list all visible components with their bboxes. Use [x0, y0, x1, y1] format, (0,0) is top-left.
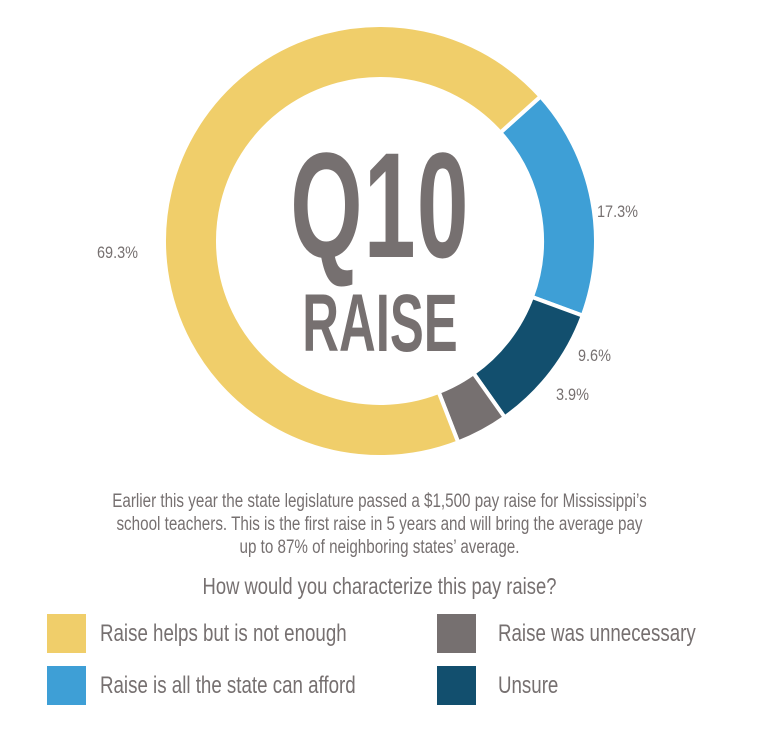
donut-segments — [162, 23, 598, 459]
legend-item-afford: Raise is all the state can afford — [47, 666, 428, 705]
legend-label: Raise was unnecessary — [498, 619, 696, 647]
donut-chart — [162, 23, 598, 459]
description-line-3: up to 87% of neighboring states’ average… — [239, 537, 520, 558]
donut-segment — [162, 23, 544, 459]
legend-item-unnecessary: Raise was unnecessary — [437, 614, 751, 653]
legend-label: Raise is all the state can afford — [100, 671, 356, 699]
donut-segment — [497, 93, 598, 319]
legend-label: Raise helps but is not enough — [100, 619, 347, 647]
description-line-1: Earlier this year the state legislature … — [112, 491, 647, 512]
label-unnecessary-pct: 3.9% — [556, 385, 589, 404]
label-helps-pct: 69.3% — [97, 243, 138, 262]
chart-title-raise: RAISE — [302, 278, 458, 369]
chart-title-q10: Q10 — [290, 121, 470, 289]
label-unsure-pct: 9.6% — [578, 346, 611, 365]
legend-swatch-dark — [437, 666, 476, 705]
legend-swatch-yellow — [47, 614, 86, 653]
description-line-2: school teachers. This is the first raise… — [116, 514, 643, 535]
legend-item-unsure: Unsure — [437, 666, 575, 705]
label-afford-pct: 17.3% — [597, 202, 638, 221]
legend-swatch-blue — [47, 666, 86, 705]
legend-label: Unsure — [498, 671, 559, 699]
legend-swatch-gray — [437, 614, 476, 653]
question-text: How would you characterize this pay rais… — [202, 573, 557, 599]
legend-item-helps: Raise helps but is not enough — [47, 614, 416, 653]
